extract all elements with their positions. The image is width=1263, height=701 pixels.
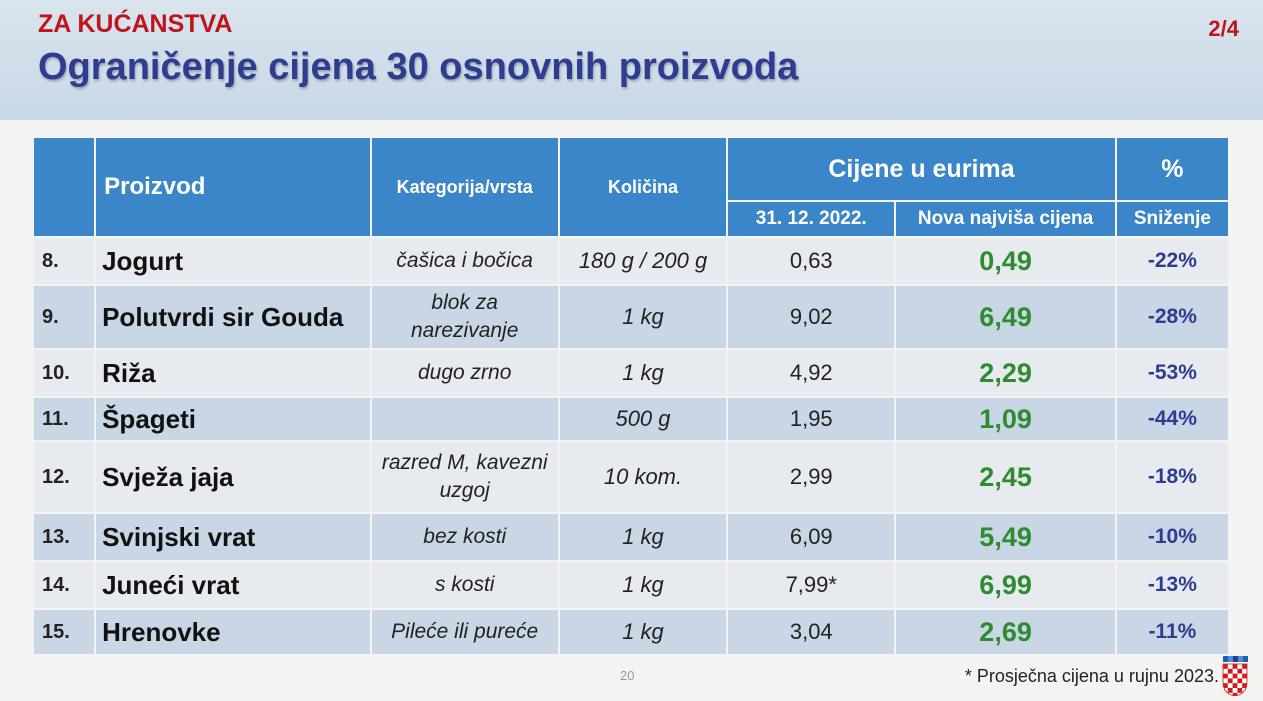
header-percent-group: % xyxy=(1116,138,1228,200)
row-old-price: 9,02 xyxy=(728,286,895,348)
kicker-label: ZA KUĆANSTVA xyxy=(38,10,233,38)
row-old-price: 3,04 xyxy=(728,610,895,654)
row-discount: -44% xyxy=(1116,398,1228,440)
row-number: 10. xyxy=(34,350,95,396)
row-new-price: 2,69 xyxy=(896,610,1115,654)
price-table-container: Proizvod Kategorija/vrsta Količina Cijen… xyxy=(32,136,1230,656)
row-discount: -13% xyxy=(1116,562,1228,608)
table-row: 10. Riža dugo zrno 1 kg 4,92 2,29 -53% xyxy=(34,350,1228,396)
row-product: Špageti xyxy=(96,398,370,440)
row-product: Jogurt xyxy=(96,238,370,284)
row-number: 13. xyxy=(34,514,95,560)
row-product: Riža xyxy=(96,350,370,396)
header-product: Proizvod xyxy=(96,138,370,236)
table-row: 9. Polutvrdi sir Gouda blok za narezivan… xyxy=(34,286,1228,348)
row-old-price: 2,99 xyxy=(728,442,895,512)
table-row: 15. Hrenovke Pileće ili pureće 1 kg 3,04… xyxy=(34,610,1228,654)
row-old-price: 6,09 xyxy=(728,514,895,560)
header-old-price: 31. 12. 2022. xyxy=(728,202,895,236)
row-quantity: 10 kom. xyxy=(559,442,727,512)
row-category: Pileće ili pureće xyxy=(371,610,558,654)
row-number: 12. xyxy=(34,442,95,512)
header-prices-group: Cijene u eurima xyxy=(728,138,1115,200)
row-category: razred M, kavezni uzgoj xyxy=(371,442,558,512)
header-new-price: Nova najviša cijena xyxy=(896,202,1115,236)
header-band xyxy=(0,0,1263,120)
row-product: Svježa jaja xyxy=(96,442,370,512)
row-category: bez kosti xyxy=(371,514,558,560)
row-old-price: 1,95 xyxy=(728,398,895,440)
row-number: 8. xyxy=(34,238,95,284)
row-number: 9. xyxy=(34,286,95,348)
row-number: 14. xyxy=(34,562,95,608)
row-quantity: 1 kg xyxy=(559,562,727,608)
row-old-price: 4,92 xyxy=(728,350,895,396)
row-quantity: 1 kg xyxy=(559,286,727,348)
row-product: Polutvrdi sir Gouda xyxy=(96,286,370,348)
row-old-price: 7,99* xyxy=(728,562,895,608)
header-discount: Sniženje xyxy=(1116,202,1228,236)
row-category: dugo zrno xyxy=(371,350,558,396)
row-quantity: 180 g / 200 g xyxy=(559,238,727,284)
row-discount: -28% xyxy=(1116,286,1228,348)
row-category: čašica i bočica xyxy=(371,238,558,284)
page-indicator: 2/4 xyxy=(1208,16,1239,41)
row-new-price: 1,09 xyxy=(896,398,1115,440)
page-title: Ograničenje cijena 30 osnovnih proizvoda xyxy=(38,46,799,88)
footnote: * Prosječna cijena u rujnu 2023. xyxy=(964,666,1219,686)
row-discount: -22% xyxy=(1116,238,1228,284)
table-row: 13. Svinjski vrat bez kosti 1 kg 6,09 5,… xyxy=(34,514,1228,560)
row-product: Svinjski vrat xyxy=(96,514,370,560)
row-new-price: 6,49 xyxy=(896,286,1115,348)
header-number xyxy=(34,138,95,236)
row-number: 11. xyxy=(34,398,95,440)
row-category: blok za narezivanje xyxy=(371,286,558,348)
row-new-price: 2,29 xyxy=(896,350,1115,396)
table-row: 8. Jogurt čašica i bočica 180 g / 200 g … xyxy=(34,238,1228,284)
row-new-price: 2,45 xyxy=(896,442,1115,512)
header-quantity: Količina xyxy=(559,138,727,236)
row-discount: -10% xyxy=(1116,514,1228,560)
row-quantity: 1 kg xyxy=(559,350,727,396)
row-category xyxy=(371,398,558,440)
row-product: Hrenovke xyxy=(96,610,370,654)
row-quantity: 1 kg xyxy=(559,610,727,654)
row-quantity: 1 kg xyxy=(559,514,727,560)
row-new-price: 6,99 xyxy=(896,562,1115,608)
slide-number: 20 xyxy=(620,668,635,683)
croatian-coat-of-arms-icon xyxy=(1222,656,1248,696)
row-category: s kosti xyxy=(371,562,558,608)
row-discount: -11% xyxy=(1116,610,1228,654)
price-table: Proizvod Kategorija/vrsta Količina Cijen… xyxy=(32,136,1230,656)
row-new-price: 0,49 xyxy=(896,238,1115,284)
header-category: Kategorija/vrsta xyxy=(371,138,558,236)
row-quantity: 500 g xyxy=(559,398,727,440)
row-number: 15. xyxy=(34,610,95,654)
table-row: 11. Špageti 500 g 1,95 1,09 -44% xyxy=(34,398,1228,440)
row-old-price: 0,63 xyxy=(728,238,895,284)
table-row: 14. Juneći vrat s kosti 1 kg 7,99* 6,99 … xyxy=(34,562,1228,608)
row-new-price: 5,49 xyxy=(896,514,1115,560)
row-discount: -18% xyxy=(1116,442,1228,512)
table-row: 12. Svježa jaja razred M, kavezni uzgoj … xyxy=(34,442,1228,512)
row-discount: -53% xyxy=(1116,350,1228,396)
row-product: Juneći vrat xyxy=(96,562,370,608)
